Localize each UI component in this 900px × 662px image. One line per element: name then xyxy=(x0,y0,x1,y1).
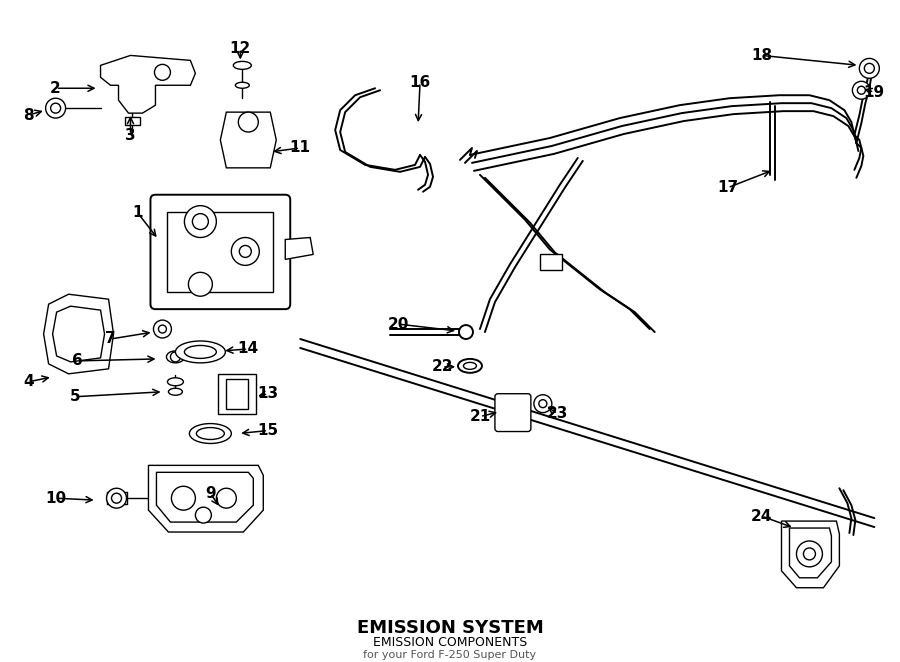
Circle shape xyxy=(459,325,473,339)
Polygon shape xyxy=(226,379,248,408)
Polygon shape xyxy=(219,374,256,414)
Ellipse shape xyxy=(168,388,183,395)
Polygon shape xyxy=(52,306,104,362)
Text: 2: 2 xyxy=(50,81,61,96)
Text: 22: 22 xyxy=(431,359,453,374)
Bar xyxy=(167,212,274,292)
Circle shape xyxy=(534,395,552,412)
Text: 9: 9 xyxy=(205,486,216,500)
Polygon shape xyxy=(220,112,276,168)
FancyBboxPatch shape xyxy=(150,195,290,309)
Circle shape xyxy=(155,64,170,80)
Ellipse shape xyxy=(176,341,225,363)
Circle shape xyxy=(154,320,171,338)
Text: 18: 18 xyxy=(751,48,772,63)
Circle shape xyxy=(216,489,237,508)
Text: 4: 4 xyxy=(23,374,34,389)
Text: 12: 12 xyxy=(230,41,251,56)
Text: 21: 21 xyxy=(469,409,491,424)
Circle shape xyxy=(106,489,127,508)
Ellipse shape xyxy=(464,362,476,369)
Polygon shape xyxy=(781,521,840,588)
FancyBboxPatch shape xyxy=(495,394,531,432)
Text: 19: 19 xyxy=(864,85,885,100)
Circle shape xyxy=(238,112,258,132)
Circle shape xyxy=(195,507,212,523)
Text: 20: 20 xyxy=(387,316,409,332)
Circle shape xyxy=(852,81,870,99)
Text: 6: 6 xyxy=(72,354,83,368)
Polygon shape xyxy=(285,238,313,260)
Text: 16: 16 xyxy=(410,75,431,90)
Circle shape xyxy=(860,58,879,78)
Polygon shape xyxy=(789,528,832,578)
Circle shape xyxy=(184,206,216,238)
Circle shape xyxy=(858,86,866,94)
Text: 8: 8 xyxy=(23,108,34,122)
Circle shape xyxy=(796,541,823,567)
Bar xyxy=(540,254,562,270)
Circle shape xyxy=(539,400,547,408)
Circle shape xyxy=(231,238,259,265)
Text: 5: 5 xyxy=(70,389,81,404)
Ellipse shape xyxy=(166,351,184,363)
Circle shape xyxy=(50,103,60,113)
Text: EMISSION COMPONENTS: EMISSION COMPONENTS xyxy=(373,636,527,649)
Polygon shape xyxy=(101,56,195,113)
Circle shape xyxy=(804,548,815,560)
Circle shape xyxy=(193,214,209,230)
Text: 10: 10 xyxy=(45,491,67,506)
Ellipse shape xyxy=(184,346,216,358)
Polygon shape xyxy=(43,294,113,374)
Text: 11: 11 xyxy=(290,140,310,156)
Text: 23: 23 xyxy=(547,406,569,421)
Circle shape xyxy=(171,487,195,510)
Ellipse shape xyxy=(167,378,184,386)
Circle shape xyxy=(188,272,212,296)
Text: 24: 24 xyxy=(751,508,772,524)
Bar xyxy=(124,117,140,125)
Ellipse shape xyxy=(235,82,249,88)
Text: 17: 17 xyxy=(717,180,738,195)
Text: 14: 14 xyxy=(238,342,259,356)
Text: 15: 15 xyxy=(257,423,279,438)
Text: EMISSION SYSTEM: EMISSION SYSTEM xyxy=(356,618,544,637)
Circle shape xyxy=(158,325,166,333)
Ellipse shape xyxy=(196,428,224,440)
Text: for your Ford F-250 Super Duty: for your Ford F-250 Super Duty xyxy=(364,650,536,661)
Circle shape xyxy=(170,352,180,362)
Text: 1: 1 xyxy=(132,205,143,220)
Text: 3: 3 xyxy=(125,128,136,142)
Text: 13: 13 xyxy=(257,386,279,401)
Polygon shape xyxy=(148,465,264,532)
Text: 7: 7 xyxy=(105,332,116,346)
Circle shape xyxy=(112,493,122,503)
Circle shape xyxy=(46,98,66,118)
Circle shape xyxy=(239,246,251,258)
Circle shape xyxy=(864,64,874,73)
Ellipse shape xyxy=(189,424,231,444)
Ellipse shape xyxy=(458,359,482,373)
Ellipse shape xyxy=(233,62,251,70)
Polygon shape xyxy=(157,472,253,522)
